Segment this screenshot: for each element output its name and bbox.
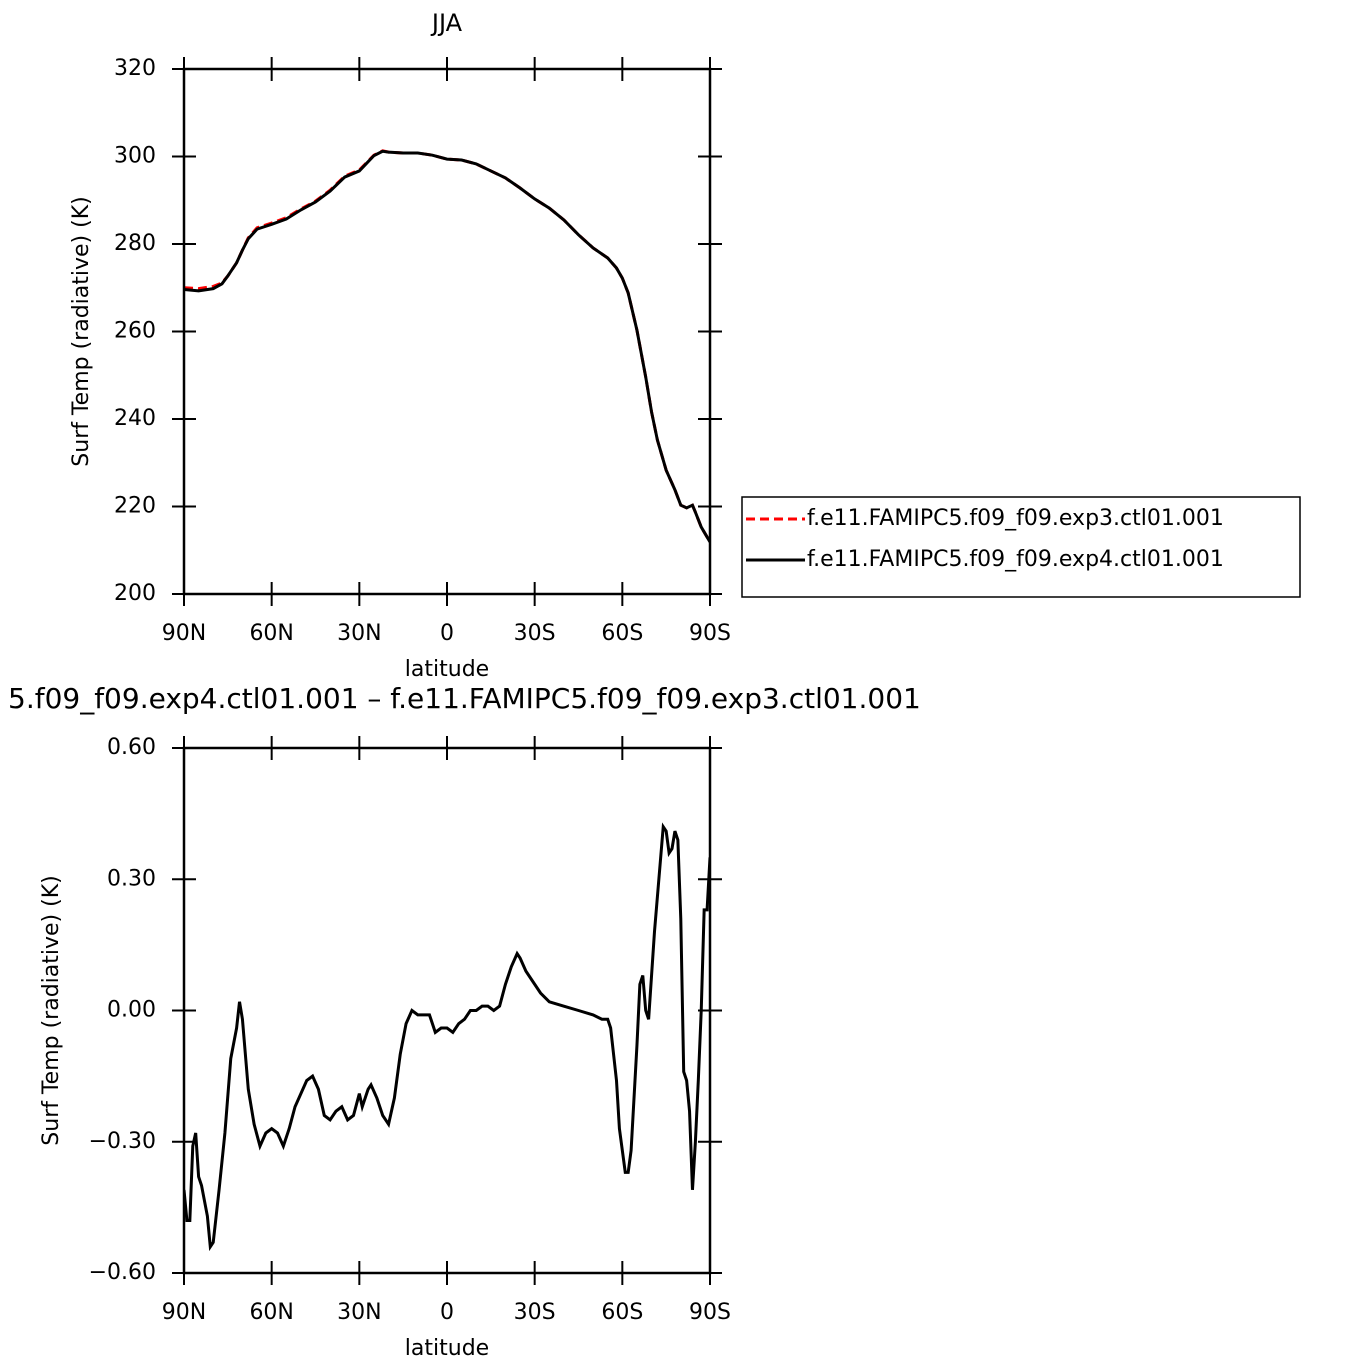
- legend-box: [741, 496, 1301, 598]
- y-tick-label: 0.00: [107, 998, 156, 1023]
- y-tick-label: 280: [114, 231, 156, 256]
- y-tick-label: 0.30: [107, 866, 156, 891]
- chart-title: 5.f09_f09.exp4.ctl01.001 – f.e11.FAMIPC5…: [8, 682, 921, 715]
- x-tick-label: 30N: [337, 621, 381, 646]
- legend-label: f.e11.FAMIPC5.f09_f09.exp3.ctl01.001: [807, 506, 1224, 531]
- plot-frame: [182, 746, 712, 1275]
- y-tick-label: 220: [114, 494, 156, 519]
- x-tick-label: 60S: [601, 621, 643, 646]
- data-line: [184, 822, 710, 1252]
- y-axis-label: Surf Temp (radiative) (K): [39, 875, 64, 1145]
- x-tick-label: 0: [440, 621, 454, 646]
- y-tick-label: 320: [114, 56, 156, 81]
- x-tick-label: 60S: [601, 1300, 643, 1325]
- data-line: [184, 149, 710, 543]
- y-tick-label: −0.30: [89, 1129, 156, 1154]
- x-tick-label: 90N: [162, 1300, 206, 1325]
- chart-title: JJA: [430, 9, 463, 37]
- x-tick-label: 0: [440, 1300, 454, 1325]
- y-tick-label: 200: [114, 581, 156, 606]
- y-tick-label: −0.60: [89, 1260, 156, 1285]
- legend-label: f.e11.FAMIPC5.f09_f09.exp4.ctl01.001: [807, 547, 1224, 572]
- y-tick-label: 260: [114, 319, 156, 344]
- plot-frame: [182, 67, 712, 596]
- y-tick-label: 240: [114, 406, 156, 431]
- y-tick-label: 300: [114, 144, 156, 169]
- x-tick-label: 90S: [689, 1300, 731, 1325]
- x-tick-label: 30S: [514, 1300, 556, 1325]
- x-tick-label: 30S: [514, 621, 556, 646]
- x-tick-label: 30N: [337, 1300, 381, 1325]
- x-axis-label: latitude: [405, 657, 489, 682]
- y-tick-label: 0.60: [107, 735, 156, 760]
- x-tick-label: 90S: [689, 621, 731, 646]
- x-tick-label: 60N: [249, 1300, 293, 1325]
- y-axis-label: Surf Temp (radiative) (K): [69, 196, 94, 466]
- x-axis-label: latitude: [405, 1336, 489, 1361]
- x-tick-label: 90N: [162, 621, 206, 646]
- x-tick-label: 60N: [249, 621, 293, 646]
